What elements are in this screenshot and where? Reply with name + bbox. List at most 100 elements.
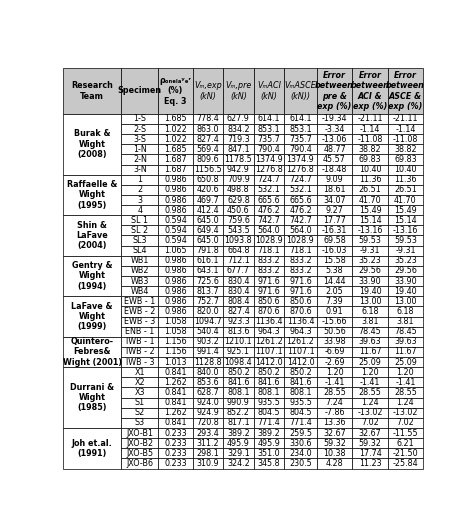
Bar <box>284 124 317 134</box>
Text: -11.08: -11.08 <box>392 135 418 144</box>
Bar <box>192 165 223 175</box>
Text: 32.67: 32.67 <box>323 429 346 438</box>
Bar <box>254 134 284 144</box>
Bar <box>254 246 284 256</box>
Bar <box>388 316 423 327</box>
Bar <box>223 458 254 468</box>
Text: 649.4: 649.4 <box>197 226 219 235</box>
Text: 7.02: 7.02 <box>361 418 379 427</box>
Bar <box>284 276 317 286</box>
Text: 808.1: 808.1 <box>227 388 250 397</box>
Text: -1.41: -1.41 <box>324 378 345 387</box>
Text: 330.6: 330.6 <box>289 439 312 448</box>
Text: 6.18: 6.18 <box>361 307 379 316</box>
Text: 69.83: 69.83 <box>394 155 417 164</box>
Bar <box>388 286 423 296</box>
Bar <box>254 266 284 276</box>
Text: 924.9: 924.9 <box>196 408 219 417</box>
Bar <box>352 175 388 185</box>
Bar <box>121 215 158 225</box>
Text: 476.2: 476.2 <box>289 205 312 215</box>
Bar <box>121 408 158 418</box>
Text: 971.6: 971.6 <box>289 287 312 296</box>
Text: 830.4: 830.4 <box>227 277 250 286</box>
Bar <box>158 246 192 256</box>
Text: 389.2: 389.2 <box>227 429 250 438</box>
Bar <box>121 195 158 205</box>
Text: 942.9: 942.9 <box>227 165 250 174</box>
Bar <box>352 388 388 398</box>
Text: 712.1: 712.1 <box>227 256 250 266</box>
Text: 1136.4: 1136.4 <box>287 317 314 326</box>
Bar <box>223 286 254 296</box>
Text: 11.67: 11.67 <box>394 347 417 356</box>
Bar <box>352 124 388 134</box>
Bar <box>121 438 158 448</box>
Text: 1.156: 1.156 <box>164 347 187 356</box>
Text: -25.84: -25.84 <box>392 459 418 468</box>
Bar <box>284 215 317 225</box>
Text: JXO-B6: JXO-B6 <box>127 459 154 468</box>
Text: 853.1: 853.1 <box>289 125 312 134</box>
Bar <box>352 276 388 286</box>
Bar <box>254 215 284 225</box>
Text: 0.841: 0.841 <box>164 388 187 397</box>
Text: 1276.8: 1276.8 <box>287 165 314 174</box>
Text: 540.4: 540.4 <box>197 327 219 336</box>
Text: IWB - 3: IWB - 3 <box>126 357 154 366</box>
Text: 15.49: 15.49 <box>394 205 417 215</box>
Bar <box>388 114 423 124</box>
Bar <box>158 235 192 246</box>
Bar <box>121 185 158 195</box>
Text: 1374.9: 1374.9 <box>287 155 314 164</box>
Bar <box>158 266 192 276</box>
Bar <box>63 296 121 337</box>
Bar <box>317 296 352 306</box>
Text: 59.32: 59.32 <box>323 439 346 448</box>
Bar <box>254 155 284 165</box>
Text: EWB - 3: EWB - 3 <box>124 317 155 326</box>
Bar <box>388 266 423 276</box>
Bar <box>158 388 192 398</box>
Bar <box>388 165 423 175</box>
Bar <box>317 448 352 458</box>
Text: 790.4: 790.4 <box>258 145 281 154</box>
Bar <box>317 114 352 124</box>
Text: -9.31: -9.31 <box>395 246 416 255</box>
Text: 665.6: 665.6 <box>289 195 312 204</box>
Bar <box>254 68 284 114</box>
Bar <box>254 418 284 428</box>
Bar <box>192 205 223 215</box>
Text: 1094.7: 1094.7 <box>194 317 222 326</box>
Text: 3-N: 3-N <box>133 165 147 174</box>
Bar <box>121 246 158 256</box>
Bar <box>223 266 254 276</box>
Text: SL3: SL3 <box>133 236 147 245</box>
Bar <box>223 276 254 286</box>
Text: JXO-B5: JXO-B5 <box>126 449 154 458</box>
Bar <box>192 316 223 327</box>
Text: 735.7: 735.7 <box>289 135 312 144</box>
Bar <box>158 155 192 165</box>
Text: 790.4: 790.4 <box>289 145 312 154</box>
Text: 665.6: 665.6 <box>258 195 280 204</box>
Bar <box>388 306 423 316</box>
Text: -6.69: -6.69 <box>324 347 345 356</box>
Text: 650.8: 650.8 <box>197 175 219 184</box>
Bar <box>317 438 352 448</box>
Text: -2.69: -2.69 <box>324 357 345 366</box>
Text: 677.7: 677.7 <box>227 267 250 276</box>
Bar <box>352 408 388 418</box>
Text: 614.1: 614.1 <box>289 115 312 123</box>
Text: 847.1: 847.1 <box>227 145 250 154</box>
Bar <box>121 458 158 468</box>
Bar <box>317 398 352 408</box>
Text: 1.058: 1.058 <box>164 317 187 326</box>
Bar <box>192 195 223 205</box>
Text: 2-S: 2-S <box>133 125 146 134</box>
Bar <box>352 438 388 448</box>
Text: Research
Team: Research Team <box>71 81 113 100</box>
Bar <box>317 68 352 114</box>
Text: 0.594: 0.594 <box>164 236 187 245</box>
Bar <box>63 68 121 114</box>
